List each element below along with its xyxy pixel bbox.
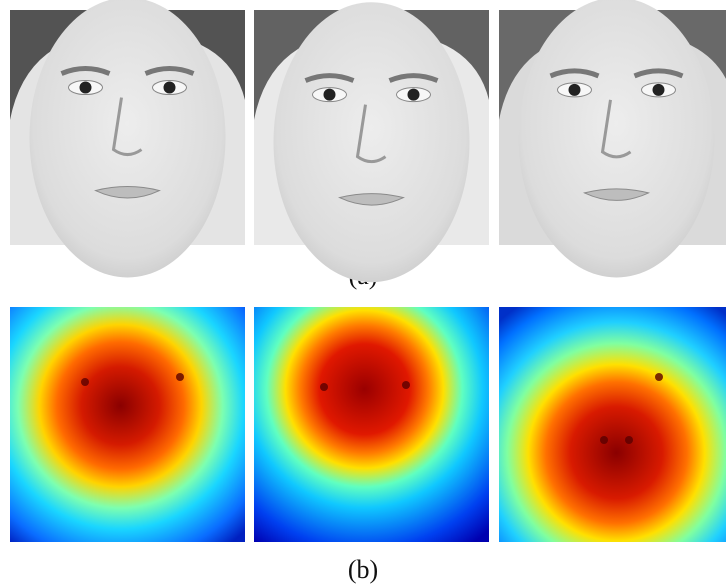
pupil: [653, 84, 665, 96]
figure: (a) (b): [0, 0, 726, 588]
pupil: [164, 82, 176, 94]
heatmap: [10, 307, 245, 542]
pupil: [408, 89, 420, 101]
face: [30, 0, 226, 278]
heatmap-dot: [600, 436, 608, 444]
pupil: [569, 84, 581, 96]
heatmap-dot: [81, 378, 89, 386]
heatmap-dot: [320, 383, 328, 391]
pupil: [80, 82, 92, 94]
heatmap-dot: [655, 373, 663, 381]
face: [519, 0, 715, 278]
panel-label: (b): [348, 555, 378, 584]
heatmap: [499, 307, 726, 542]
heatmap-dot: [625, 436, 633, 444]
face: [274, 2, 470, 282]
pupil: [324, 89, 336, 101]
heatmap-dot: [176, 373, 184, 381]
heatmap: [254, 307, 489, 542]
heatmap-dot: [402, 381, 410, 389]
